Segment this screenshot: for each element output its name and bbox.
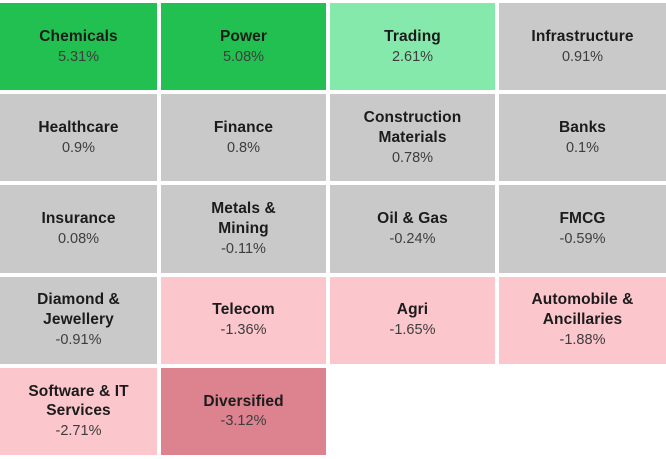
sector-change: 0.9% xyxy=(61,139,96,156)
sector-change: -1.65% xyxy=(389,322,436,339)
empty-cell xyxy=(330,367,495,455)
sector-change: -0.59% xyxy=(559,230,606,247)
sector-cell-construction-materials[interactable]: Construction Materials 0.78% xyxy=(330,94,495,182)
sector-name: Chemicals xyxy=(39,27,118,45)
sector-cell-trading[interactable]: Trading 2.61% xyxy=(330,3,495,91)
sector-name: Agri xyxy=(396,301,429,319)
sector-change: 0.8% xyxy=(226,139,261,156)
sector-cell-telecom[interactable]: Telecom -1.36% xyxy=(161,276,326,364)
sector-cell-chemicals[interactable]: Chemicals 5.31% xyxy=(0,3,157,91)
sector-cell-automobile-ancillaries[interactable]: Automobile & Ancillaries -1.88% xyxy=(499,276,666,364)
sector-change: 0.08% xyxy=(57,230,100,247)
sector-name: Power xyxy=(219,27,267,45)
empty-cell xyxy=(499,367,666,455)
sector-change: 2.61% xyxy=(391,48,434,65)
sector-name: Insurance xyxy=(41,210,116,228)
sector-cell-metals-mining[interactable]: Metals & Mining -0.11% xyxy=(161,185,326,273)
sector-name: Telecom xyxy=(212,301,275,319)
sector-cell-oil-gas[interactable]: Oil & Gas -0.24% xyxy=(330,185,495,273)
sector-change: 0.1% xyxy=(565,139,600,156)
sector-change: -0.91% xyxy=(55,332,102,349)
sector-name: Trading xyxy=(384,27,441,45)
sector-cell-power[interactable]: Power 5.08% xyxy=(161,3,326,91)
sector-name: Diamond & Jewellery xyxy=(37,291,120,329)
sector-change: -1.88% xyxy=(559,332,606,349)
sector-change: -1.36% xyxy=(220,322,267,339)
sector-change: 5.31% xyxy=(57,48,100,65)
sector-change: 5.08% xyxy=(222,48,265,65)
sector-change: -3.12% xyxy=(220,413,267,430)
sector-cell-software-it-services[interactable]: Software & IT Services -2.71% xyxy=(0,367,157,455)
sector-change: 0.91% xyxy=(561,48,604,65)
sector-name: Finance xyxy=(213,118,274,136)
sector-name: FMCG xyxy=(559,210,606,228)
sector-cell-insurance[interactable]: Insurance 0.08% xyxy=(0,185,157,273)
sector-change: -0.24% xyxy=(389,230,436,247)
sector-name: Infrastructure xyxy=(531,27,634,45)
sector-change: -0.11% xyxy=(221,240,266,257)
sector-name: Construction Materials xyxy=(363,109,462,146)
sector-cell-finance[interactable]: Finance 0.8% xyxy=(161,94,326,182)
sector-name: Oil & Gas xyxy=(377,210,448,228)
sector-cell-healthcare[interactable]: Healthcare 0.9% xyxy=(0,94,157,182)
sector-cell-diamond-jewellery[interactable]: Diamond & Jewellery -0.91% xyxy=(0,276,157,364)
sector-change: 0.78% xyxy=(391,149,434,166)
sector-name: Banks xyxy=(558,118,607,136)
heatmap-grid: Chemicals 5.31% Power 5.08% Trading 2.61… xyxy=(0,3,666,455)
sector-change: -2.71% xyxy=(55,423,102,440)
sector-name: Automobile & Ancillaries xyxy=(531,291,634,329)
sector-name: Diversified xyxy=(203,392,284,410)
sector-cell-banks[interactable]: Banks 0.1% xyxy=(499,94,666,182)
sector-cell-agri[interactable]: Agri -1.65% xyxy=(330,276,495,364)
sector-cell-diversified[interactable]: Diversified -3.12% xyxy=(161,367,326,455)
sector-name: Software & IT Services xyxy=(28,382,129,420)
sector-cell-infrastructure[interactable]: Infrastructure 0.91% xyxy=(499,3,666,91)
sector-name: Metals & Mining xyxy=(211,200,276,238)
sector-cell-fmcg[interactable]: FMCG -0.59% xyxy=(499,185,666,273)
sector-name: Healthcare xyxy=(38,118,119,136)
